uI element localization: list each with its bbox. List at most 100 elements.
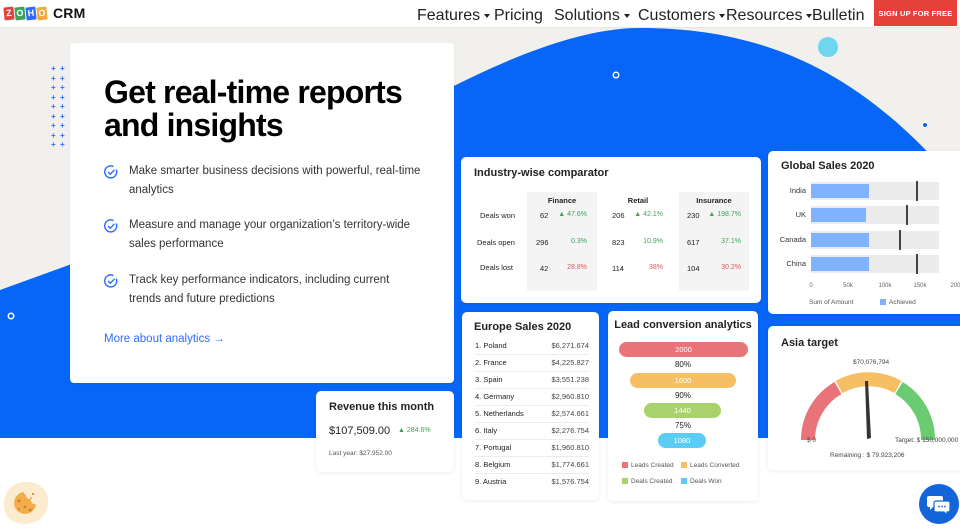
row-label: Deals won — [480, 211, 516, 220]
axis-tick: 150k — [913, 283, 927, 289]
caret-down-icon — [623, 13, 630, 18]
conversion-rate: 90% — [674, 391, 691, 400]
industry-comparator-card: Industry-wise comparator Finance Retail … — [461, 157, 761, 303]
caret-down-icon — [484, 13, 491, 18]
hero-title: Get real-time reports and insights — [104, 74, 403, 143]
cell-pct: ▲ 47.6% — [558, 211, 587, 218]
funnel-stage-deals-created: 1440 — [644, 403, 721, 418]
global-sales-card: Global Sales 2020 India UK Canada China … — [768, 151, 960, 314]
amount: $1,960.810 — [551, 443, 589, 452]
column-header: Retail — [627, 196, 649, 205]
row-label: Deals open — [477, 238, 515, 247]
amount: $2,574.661 — [551, 409, 589, 418]
feature-bullet: Make smarter business decisions with pow… — [104, 162, 424, 200]
hero-card: Get real-time reports and insights Make … — [70, 43, 454, 383]
cell-pct: 37.1% — [721, 238, 741, 245]
cell-pct: 38% — [648, 264, 663, 271]
list-item: 8. Belgium $1,774.661 — [475, 457, 589, 474]
nav-label: Bulletin — [812, 7, 865, 24]
bullet-text: Measure and manage your organization’s t… — [129, 219, 411, 250]
cell-value: 617 — [687, 238, 700, 247]
country: 7. Portugal — [475, 443, 512, 452]
funnel-stage-leads-converted: 1600 — [630, 373, 736, 388]
revenue-amount: $107,509.00 — [329, 425, 391, 437]
zoho-logo-mark: Z O H O — [3, 6, 48, 20]
card-title: Industry-wise comparator — [474, 167, 609, 179]
bar-achieved-uk — [811, 208, 866, 222]
country: 4. Germany — [475, 392, 515, 401]
legend-item: Deals Created — [622, 478, 673, 485]
legend-label: Deals Won — [690, 478, 722, 485]
amount: $1,576.754 — [551, 477, 589, 486]
check-circle-icon — [104, 165, 118, 179]
revenue-last-year: Last year: $27.952.00 — [329, 450, 392, 457]
cell-pct: 10.9% — [643, 238, 663, 245]
gauge-min: $ 0 — [807, 437, 817, 444]
nav-bulletin[interactable]: Bulletin — [812, 7, 864, 25]
legend-swatch — [681, 478, 687, 484]
row-label: Canada — [779, 235, 806, 244]
amount: $3,551.238 — [551, 375, 589, 384]
bullet-text: Make smarter business decisions with pow… — [129, 165, 421, 196]
zoho-crm-logo[interactable]: Z O H O CRM — [3, 5, 85, 21]
legend-swatch — [622, 462, 628, 468]
funnel-stage-leads-created: 2000 — [619, 342, 748, 357]
country: 8. Belgium — [475, 460, 511, 469]
logo-letter: Z — [3, 6, 15, 20]
card-title: Europe Sales 2020 — [474, 321, 572, 333]
top-navigation: Z O H O CRM Features Pricing Solutions C… — [0, 0, 960, 28]
amount: $6,271.674 — [551, 341, 589, 350]
legend-swatch — [622, 478, 628, 484]
cell-value: 230 — [687, 211, 700, 220]
row-label: China — [786, 259, 806, 268]
cell-pct: ▲ 198.7% — [708, 211, 741, 218]
cell-value: 296 — [536, 238, 549, 247]
nav-label: Customers — [638, 7, 716, 24]
list-item: 2. France $4,225.827 — [475, 355, 589, 372]
axis-label: Sum of Amount — [809, 299, 854, 306]
caret-down-icon — [719, 13, 726, 18]
nav-resources[interactable]: Resources — [726, 7, 813, 25]
current-value: $70,076,794 — [853, 359, 890, 366]
legend-label: Achieved — [889, 299, 916, 306]
cell-pct: ▲ 42.1% — [634, 211, 663, 218]
signup-button[interactable]: SIGN UP FOR FREE — [874, 0, 957, 26]
amount: $2,960.810 — [551, 392, 589, 401]
legend-label: Leads Created — [631, 462, 674, 469]
cell-value: 114 — [612, 264, 624, 273]
cookie-icon — [14, 492, 36, 514]
more-about-analytics-link[interactable]: More about analytics → — [104, 333, 225, 345]
country: 5. Netherlands — [475, 409, 524, 418]
bar-achieved-canada — [811, 233, 869, 247]
nav-features[interactable]: Features — [417, 7, 491, 25]
decorative-plus-grid: + + + + + + + + + + + + + + + + + + — [51, 64, 65, 149]
nav-customers[interactable]: Customers — [638, 7, 726, 25]
logo-letter: O — [14, 6, 26, 20]
legend-swatch — [681, 462, 687, 468]
list-item: 3. Spain $3,551.238 — [475, 372, 589, 389]
nav-solutions[interactable]: Solutions — [554, 7, 630, 25]
row-label: UK — [795, 210, 806, 219]
cell-pct: 28.8% — [567, 264, 587, 271]
legend-item: Leads Converted — [681, 462, 740, 469]
cookie-consent-button[interactable] — [4, 482, 48, 524]
legend-item: Deals Won — [681, 478, 722, 485]
country: 6. Italy — [475, 426, 498, 435]
column-header: Insurance — [696, 196, 732, 205]
check-circle-icon — [104, 219, 118, 233]
nav-label: Features — [417, 7, 481, 24]
chat-button[interactable] — [919, 484, 959, 524]
conversion-rate: 80% — [674, 360, 691, 369]
target-marker — [906, 205, 908, 225]
nav-pricing[interactable]: Pricing — [494, 7, 543, 25]
row-label: Deals lost — [480, 263, 513, 272]
target-marker — [916, 181, 918, 201]
cell-value: 823 — [612, 238, 625, 247]
nav-label: Pricing — [494, 7, 543, 24]
logo-letter: H — [25, 6, 37, 20]
feature-bullet: Measure and manage your organization’s t… — [104, 216, 424, 254]
card-title: Global Sales 2020 — [781, 160, 875, 172]
target-marker — [899, 230, 901, 250]
axis-tick: 200k — [950, 283, 960, 289]
